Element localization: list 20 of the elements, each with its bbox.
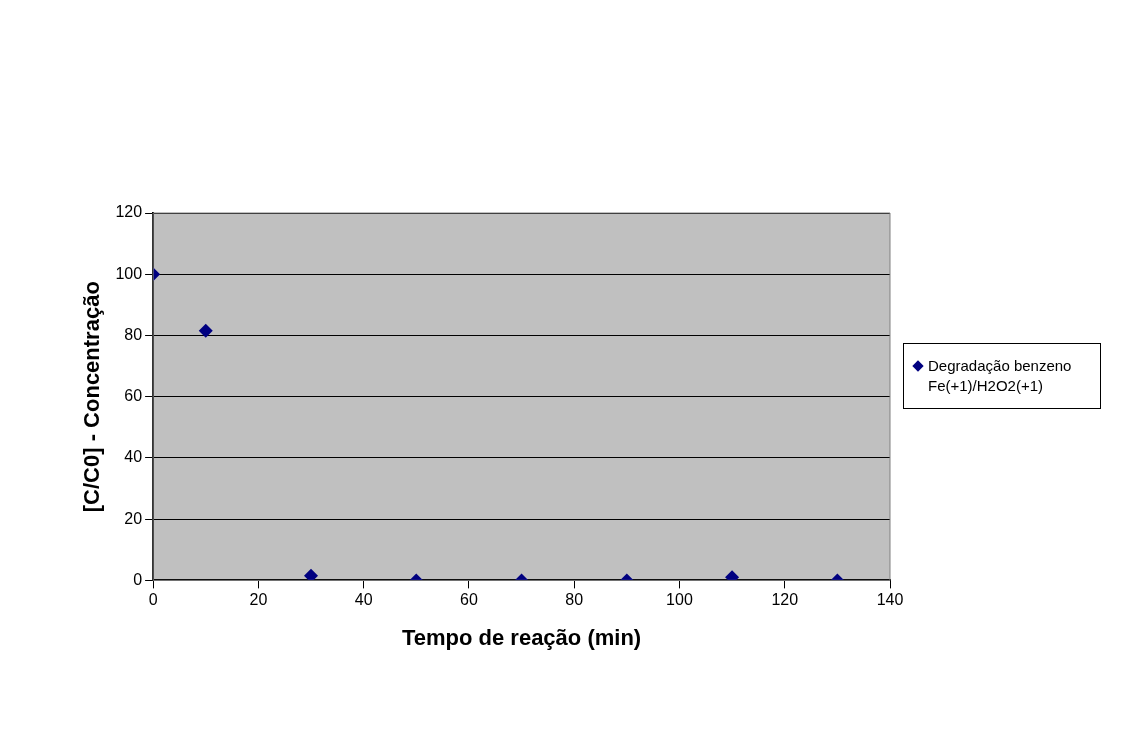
x-tick-label: 60 <box>460 591 478 609</box>
point <box>304 568 318 581</box>
point <box>198 323 213 338</box>
y-tick-label: 100 <box>115 264 143 282</box>
y-tick-label: 20 <box>124 509 143 527</box>
x-tick-label: 100 <box>666 591 693 609</box>
y-axis-title: [C/C0] - Concentração <box>79 281 105 513</box>
y-tick-label: 40 <box>124 448 143 466</box>
x-axis-title: Tempo de reação (min) <box>401 624 642 650</box>
legend-label: Degradação benzeno Fe(+1)/H2O2(+1) <box>928 356 1073 396</box>
x-tick-label: 120 <box>771 591 799 609</box>
y-tick-label: 0 <box>133 570 143 588</box>
y-tick-label: 120 <box>115 203 143 221</box>
x-tick-label: 20 <box>249 591 268 609</box>
x-tick-label: 80 <box>565 591 584 609</box>
x-tick-label: 0 <box>148 591 158 609</box>
x-tick-label: 40 <box>354 591 373 609</box>
y-tick-label: 80 <box>124 325 143 343</box>
x-tick-label: 140 <box>876 591 904 609</box>
y-tick-label: 60 <box>124 387 143 405</box>
